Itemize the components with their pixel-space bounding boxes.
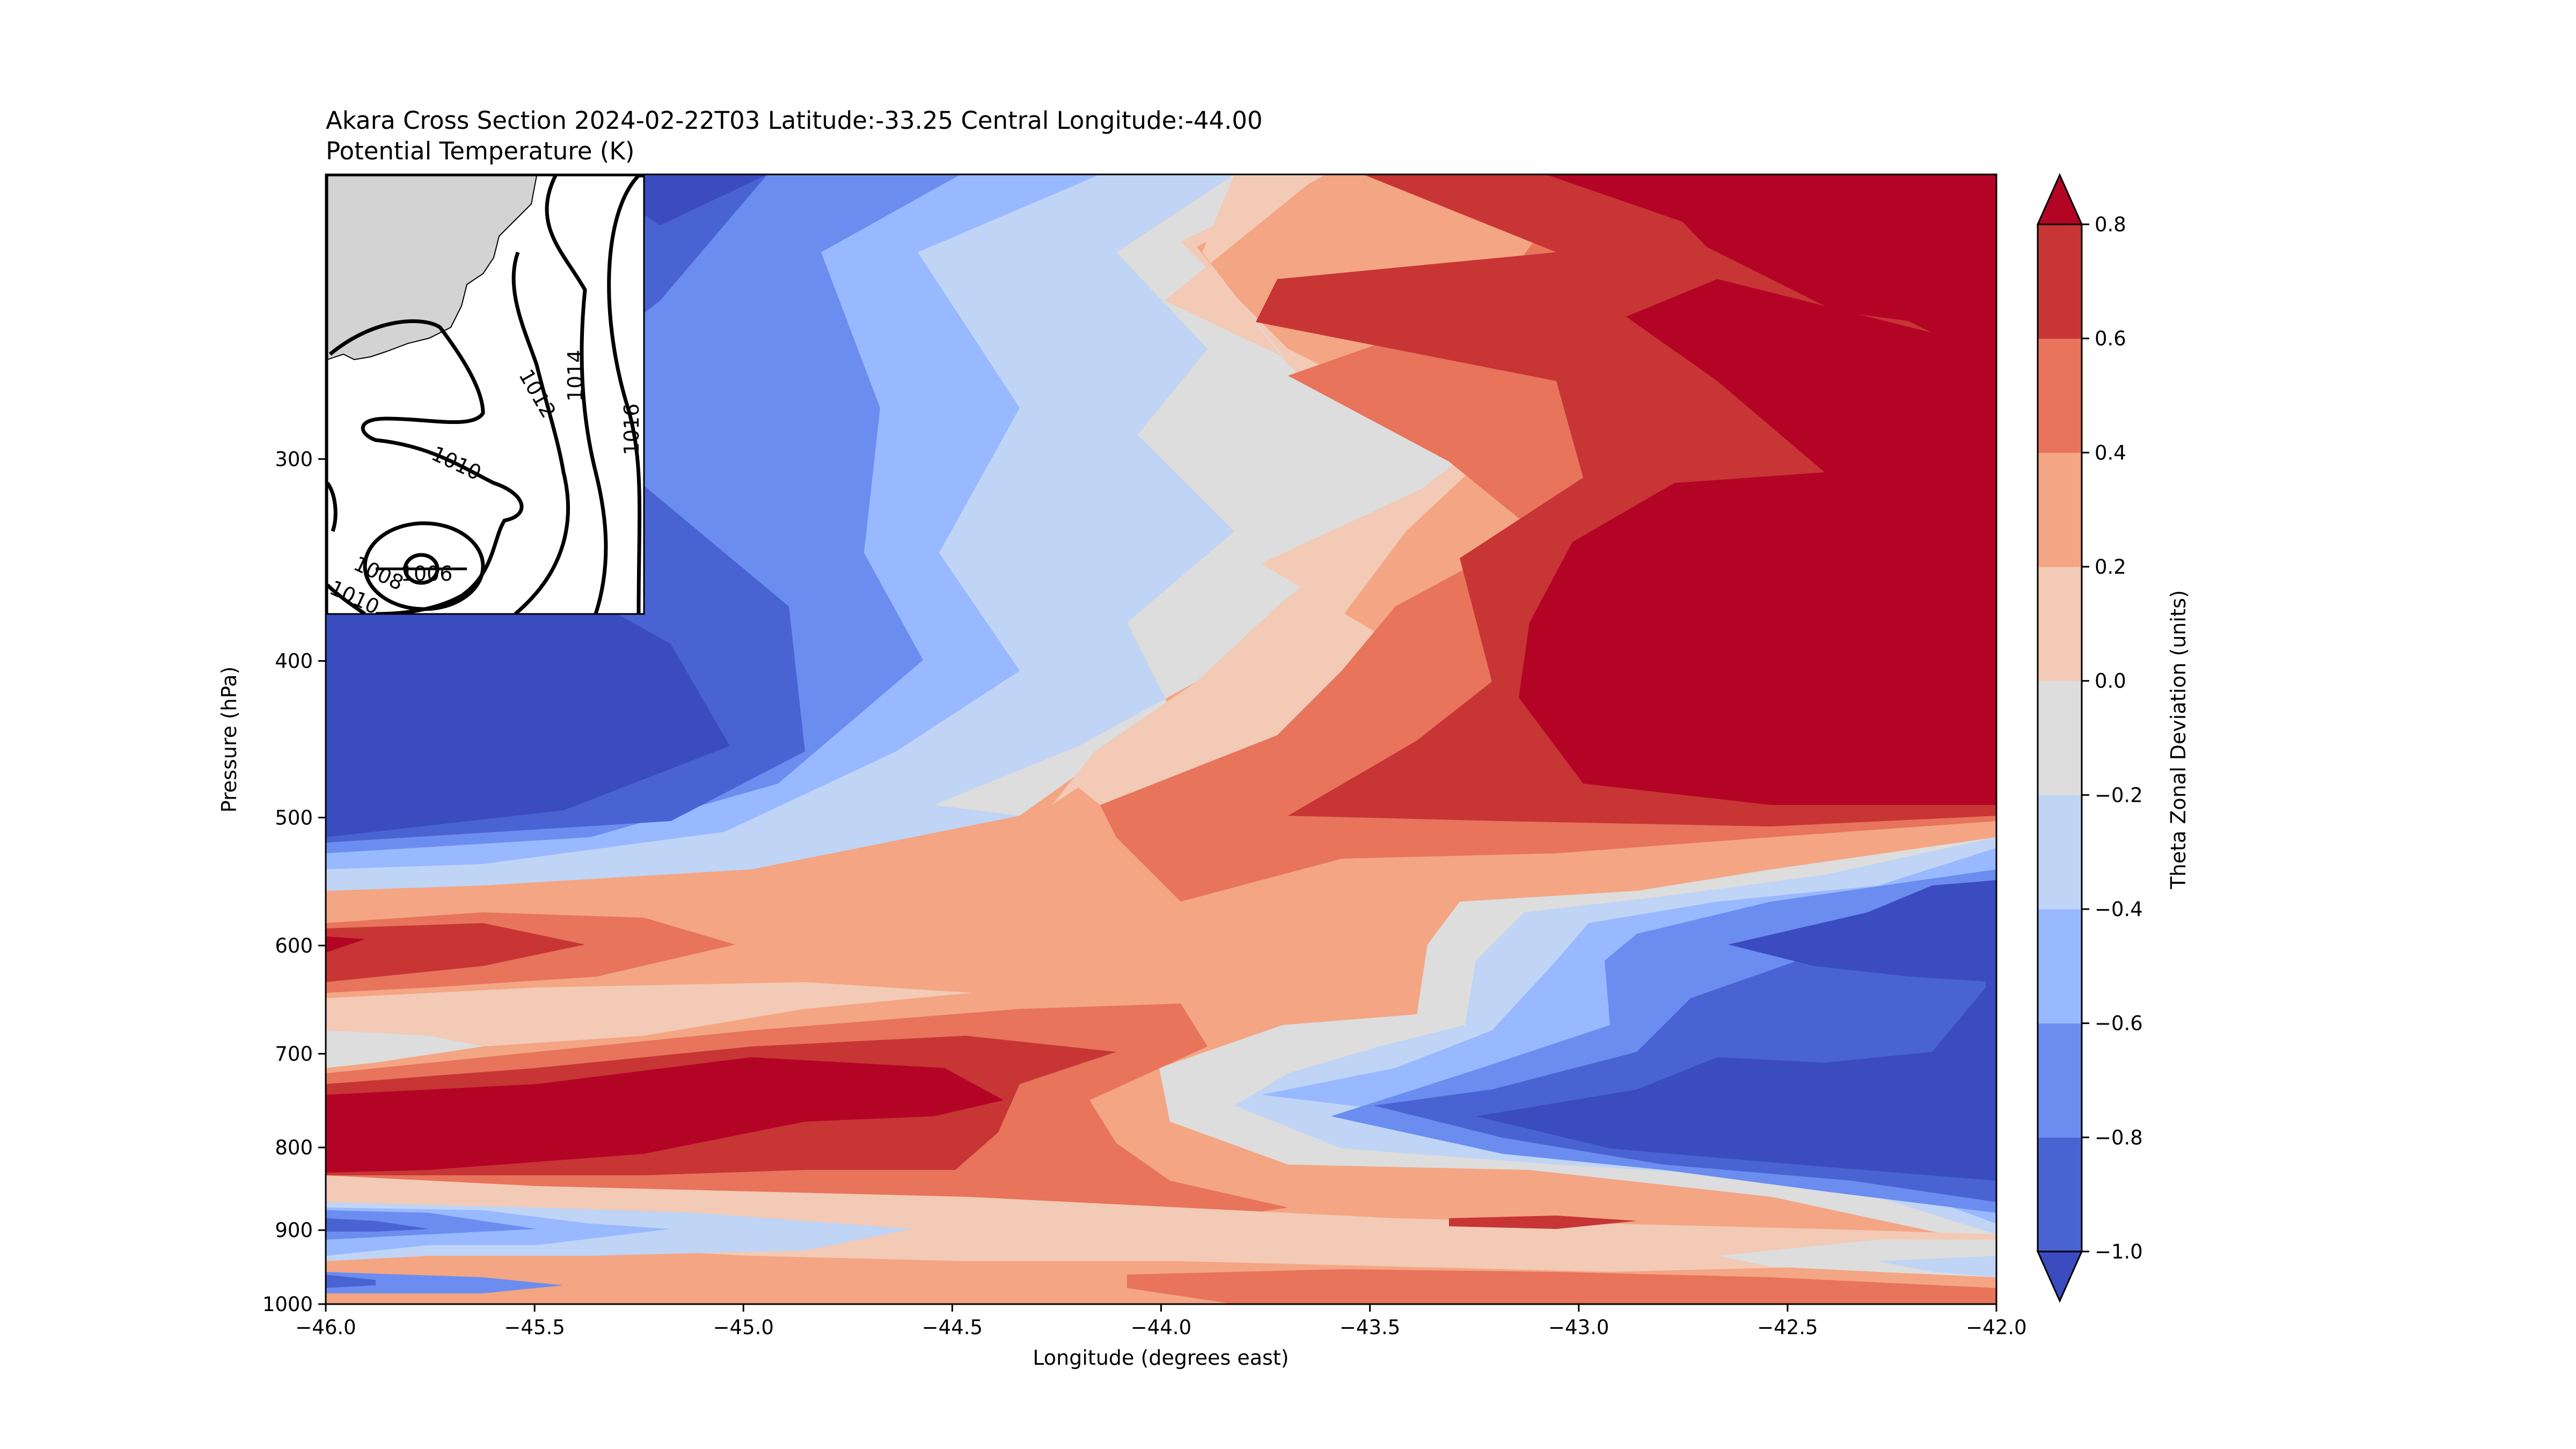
- y-tick-label: 900: [275, 1219, 313, 1242]
- isobar-1010a: [328, 319, 524, 614]
- contour-bottom-right-m02: [1878, 1256, 1996, 1277]
- x-tick-label: −43.0: [1548, 1316, 1609, 1339]
- contour-lower-right-m10b: [1476, 880, 1996, 1181]
- colorbar-tick-label: 0.6: [2095, 327, 2126, 350]
- inset-land: [327, 175, 538, 361]
- isobar-1010c: [327, 481, 338, 532]
- x-axis: −46.0 −45.5 −45.0 −44.5 −44.0 −43.5 −43.0 −42.5…: [295, 1304, 2027, 1339]
- y-axis-label: Pressure (hPa): [217, 667, 241, 813]
- contour-mid-zero: [934, 174, 1470, 816]
- inset-map: 1014 1012 1016 1010 1008 1006 1010: [326, 174, 645, 619]
- y-axis: 300 400 500 600 700 800 900 1000: [262, 448, 326, 1316]
- isobar-1016: [607, 175, 644, 614]
- colorbar-band: [2038, 1137, 2082, 1252]
- y-tick-label: 600: [275, 934, 313, 957]
- x-tick-label: −43.5: [1340, 1316, 1400, 1339]
- colorbar: −1.0 −0.8 −0.6 −0.4 −0.2 0.0 0.2 0.4 0.6 0.8: [2036, 173, 2143, 1303]
- colorbar-band: [2038, 795, 2082, 910]
- isobar-label-1016: 1016: [620, 404, 643, 456]
- x-tick-label: −42.0: [1966, 1316, 2026, 1339]
- contour-upper-right-inner08: [1637, 174, 1996, 333]
- colorbar-band: [2038, 909, 2082, 1024]
- x-tick-label: −45.5: [504, 1316, 565, 1339]
- colorbar-tick-label: 0.8: [2095, 213, 2126, 236]
- contour-upper-right-pos08: [1519, 174, 1996, 805]
- contour-top-dark: [644, 174, 767, 225]
- y-tick-label: 700: [275, 1043, 313, 1066]
- colorbar-band: [2038, 567, 2082, 682]
- isobar-label-1014: 1014: [564, 350, 587, 402]
- colorbar-tick-label: −1.0: [2095, 1240, 2143, 1263]
- contour-left-650-pos02: [326, 982, 971, 1052]
- contour-bottom-left-m08: [326, 1218, 429, 1232]
- contour-lower-right-m10c: [1728, 880, 1996, 982]
- colorbar-tick-label: −0.2: [2095, 784, 2143, 807]
- x-axis-label: Longitude (degrees east): [1033, 1346, 1289, 1370]
- x-tick-label: −42.5: [1757, 1316, 1818, 1339]
- y-tick-label: 400: [275, 650, 313, 673]
- contour-bottom-pos04: [1127, 1269, 1996, 1304]
- y-tick-label: 1000: [262, 1293, 313, 1316]
- contour-left-600-pos06: [326, 923, 585, 982]
- isobar-1010b: [327, 583, 367, 614]
- x-tick-label: −46.0: [295, 1316, 356, 1339]
- colorbar-tick-label: 0.4: [2095, 441, 2126, 464]
- colorbar-tick-label: −0.8: [2095, 1126, 2143, 1149]
- colorbar-frame: [2037, 223, 2083, 1253]
- contour-mid-900-pos06: [1449, 1216, 1637, 1229]
- contour-bottom-left-m06b: [326, 1272, 564, 1293]
- colorbar-tick-label: −0.6: [2095, 1012, 2143, 1035]
- contour-left-700-zero: [326, 1030, 483, 1068]
- contour-bottom-left-m06: [326, 1210, 537, 1240]
- y-tick-label: 500: [275, 806, 313, 829]
- isobar-1008: [363, 521, 485, 611]
- isobar-label-1006: 1006: [401, 562, 453, 586]
- colorbar-band: [2038, 338, 2082, 453]
- contour-lower-left-pos08: [326, 1057, 1004, 1173]
- colorbar-band: [2038, 224, 2082, 339]
- colorbar-extend-max: [2036, 173, 2083, 225]
- y-tick-label: 800: [275, 1136, 313, 1159]
- colorbar-band: [2038, 680, 2082, 795]
- colorbar-tick-label: 0.2: [2095, 555, 2126, 579]
- colorbar-extend-min: [2036, 1250, 2083, 1303]
- colorbar-tick-label: 0.0: [2095, 670, 2126, 693]
- x-tick-label: −44.5: [922, 1316, 983, 1339]
- y-tick-label: 300: [275, 448, 313, 471]
- colorbar-label: Theta Zonal Deviation (units): [2167, 590, 2190, 889]
- colorbar-band: [2038, 1023, 2082, 1138]
- colorbar-tick-label: −0.4: [2095, 898, 2143, 921]
- contour-upper-left-m10: [326, 553, 730, 837]
- colorbar-band: [2038, 452, 2082, 567]
- contour-left-600-pos08: [326, 936, 365, 953]
- inset-frame: [326, 174, 645, 615]
- contour-bottom-left-m08b: [326, 1275, 376, 1288]
- x-tick-label: −45.0: [713, 1316, 774, 1339]
- chart-subtitle: Potential Temperature (K): [326, 137, 634, 165]
- chart-title: Akara Cross Section 2024-02-22T03 Latitu…: [326, 106, 1263, 135]
- isobar-1012: [511, 251, 570, 614]
- isobar-1014: [545, 175, 608, 614]
- x-tick-label: −44.0: [1131, 1316, 1191, 1339]
